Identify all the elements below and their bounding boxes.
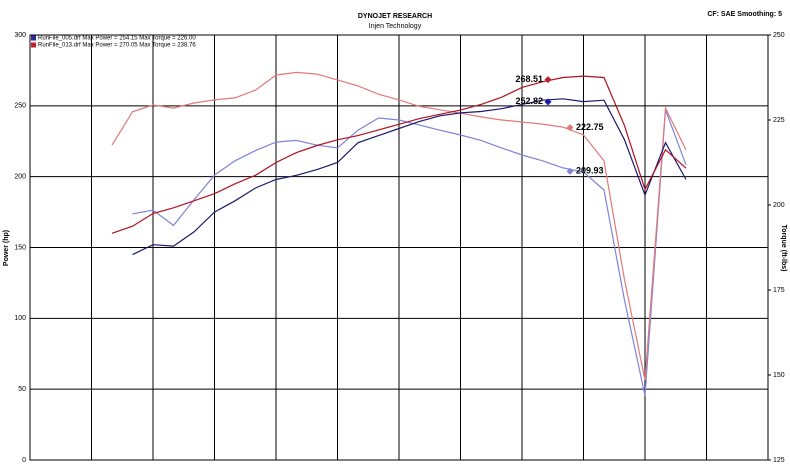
- series-line: [111, 75, 687, 234]
- annotation-marker: [544, 76, 552, 84]
- y-tick-label: 50: [18, 386, 26, 393]
- corner-note: CF: SAE Smoothing: 5: [707, 11, 782, 18]
- legend-label: RunFile_005.drf Max Power = 254.15 Max T…: [38, 36, 196, 42]
- annotation-label: 209.93: [576, 166, 604, 176]
- y2-tick-label: 200: [773, 202, 785, 209]
- y2-axis-label: Torque (ft-lbs): [780, 225, 787, 272]
- y-tick-label: 0: [22, 457, 26, 464]
- y-tick-label: 250: [14, 103, 26, 110]
- series-line: [132, 109, 687, 396]
- y2-tick-label: 250: [773, 32, 785, 39]
- annotation-marker: [544, 98, 552, 106]
- chart-subtitle: Injen Technology: [369, 23, 422, 30]
- legend-swatch: [31, 35, 36, 41]
- chart-title: DYNOJET RESEARCH: [358, 13, 432, 20]
- y2-tick-label: 125: [773, 457, 785, 464]
- y-tick-label: 300: [14, 32, 26, 39]
- annotation-marker: [566, 124, 574, 132]
- legend-label: RunFile_013.drf Max Power = 270.05 Max T…: [38, 43, 196, 49]
- legend-swatch: [31, 42, 36, 48]
- y2-tick-label: 150: [773, 372, 785, 379]
- y-tick-label: 200: [14, 174, 26, 181]
- y2-tick-label: 175: [773, 287, 785, 294]
- annotation-marker: [566, 167, 574, 175]
- y-axis-label: Power (hp): [3, 230, 10, 266]
- y-tick-label: 150: [14, 244, 26, 251]
- annotation-label: 222.75: [576, 122, 604, 132]
- series-line: [111, 71, 687, 381]
- y-tick-label: 100: [14, 315, 26, 322]
- y2-tick-label: 225: [773, 117, 785, 124]
- series-line: [132, 98, 687, 256]
- plot-frame: [29, 34, 769, 461]
- annotation-label: 252.82: [515, 96, 543, 106]
- annotation-label: 268.51: [515, 74, 543, 84]
